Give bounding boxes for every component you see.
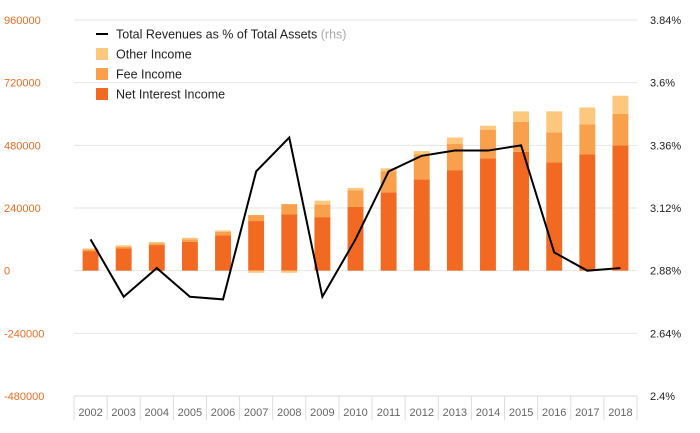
line-series-group xyxy=(89,135,621,301)
bar-other-income xyxy=(281,270,298,273)
bar-net-interest-income xyxy=(181,241,198,271)
bar-fee-income xyxy=(579,124,596,155)
bar-fee-income xyxy=(215,231,231,236)
bar-other-income xyxy=(480,125,496,130)
y-right-tick-label: 2.88% xyxy=(650,266,681,278)
y-left-tick-label: 480000 xyxy=(4,140,41,152)
bar-other-income xyxy=(82,248,99,250)
y-left-tick-label: -240000 xyxy=(4,328,44,340)
bar-other-income xyxy=(215,230,231,232)
x-tick-label: 2006 xyxy=(211,407,235,419)
axes-group: -480000 -240000 0 240000 480000 720000 960000 2… xyxy=(4,15,681,420)
bar-other-income xyxy=(579,107,596,125)
bar-net-interest-income xyxy=(380,192,397,271)
x-tick-label: 2018 xyxy=(608,407,632,419)
x-tick-label: 2017 xyxy=(575,407,599,419)
x-tick-label: 2015 xyxy=(509,407,533,419)
bar-net-interest-income xyxy=(82,251,99,271)
bar-other-income xyxy=(413,151,430,155)
y-right-tick-label: 3.84% xyxy=(650,15,681,27)
x-tick-label: 2016 xyxy=(542,407,566,419)
bar-fee-income xyxy=(546,132,563,163)
bar-net-interest-income xyxy=(314,217,331,271)
x-tick-label: 2009 xyxy=(310,407,334,419)
bar-other-income xyxy=(446,137,463,145)
bar-fee-income xyxy=(148,243,165,246)
bar-net-interest-income xyxy=(148,245,165,271)
x-tick-label: 2013 xyxy=(443,407,467,419)
bar-fee-income xyxy=(82,249,99,252)
bar-net-interest-income xyxy=(248,221,265,271)
y-right-tick-label: 2.4% xyxy=(650,391,675,403)
x-tick-label: 2014 xyxy=(476,407,500,419)
bar-net-interest-income xyxy=(215,235,231,271)
bar-net-interest-income xyxy=(480,158,496,271)
bar-net-interest-income xyxy=(546,162,563,271)
y-right-tick-label: 2.64% xyxy=(650,328,681,340)
bar-fee-income xyxy=(513,121,530,152)
bar-net-interest-income xyxy=(115,248,132,271)
legend: Total Revenues as % of Total Assets (rhs… xyxy=(96,28,346,102)
bar-net-interest-income xyxy=(612,145,629,271)
x-tick-label: 2010 xyxy=(343,407,367,419)
legend-label: Fee Income xyxy=(116,68,182,82)
x-tick-label: 2004 xyxy=(145,407,169,419)
legend-swatch xyxy=(96,88,108,100)
x-tick-label: 2005 xyxy=(178,407,202,419)
x-tick-label: 2012 xyxy=(409,407,433,419)
bar-fee-income xyxy=(181,239,198,242)
legend-swatch xyxy=(96,68,108,80)
bar-net-interest-income xyxy=(446,170,463,271)
bar-fee-income xyxy=(480,129,496,159)
bar-fee-income xyxy=(413,154,430,180)
bar-fee-income xyxy=(380,171,397,193)
y-left-tick-label: 0 xyxy=(4,266,10,278)
bar-fee-income xyxy=(446,144,463,171)
bar-fee-income xyxy=(347,190,364,207)
bar-other-income xyxy=(248,270,265,273)
legend-label: Total Revenues as % of Total Assets (rhs… xyxy=(116,28,346,42)
bar-fee-income xyxy=(612,114,629,146)
x-tick-label: 2002 xyxy=(78,407,102,419)
y-left-tick-label: 960000 xyxy=(4,15,41,27)
bars-group xyxy=(82,95,629,273)
bar-other-income xyxy=(181,237,198,240)
bar-other-income xyxy=(380,168,397,172)
y-left-tick-label: 240000 xyxy=(4,203,41,215)
x-tick-label: 2003 xyxy=(111,407,135,419)
bar-other-income xyxy=(546,111,563,133)
y-left-tick-label: -480000 xyxy=(4,391,44,403)
y-right-tick-label: 3.12% xyxy=(650,203,681,215)
bar-other-income xyxy=(148,241,165,244)
bar-fee-income xyxy=(314,204,331,218)
bar-other-income xyxy=(513,111,530,122)
bar-net-interest-income xyxy=(513,151,530,271)
bar-other-income xyxy=(612,95,629,114)
bar-other-income xyxy=(347,187,364,191)
x-tick-label: 2008 xyxy=(277,407,301,419)
bar-net-interest-income xyxy=(579,154,596,271)
bar-fee-income xyxy=(281,204,298,215)
legend-label: Other Income xyxy=(116,48,192,62)
legend-label: Net Interest Income xyxy=(116,88,225,102)
bar-fee-income xyxy=(248,215,265,222)
bar-other-income xyxy=(314,200,331,205)
line-total-revenues-pct xyxy=(89,135,621,301)
bar-fee-income xyxy=(115,246,132,249)
y-right-tick-label: 3.6% xyxy=(650,78,675,90)
bar-other-income xyxy=(115,245,132,247)
legend-swatch xyxy=(96,48,108,60)
x-tick-label: 2007 xyxy=(244,407,268,419)
bar-net-interest-income xyxy=(413,179,430,271)
x-tick-label: 2011 xyxy=(377,407,401,419)
bar-net-interest-income xyxy=(281,214,298,271)
y-left-tick-label: 720000 xyxy=(4,78,41,90)
y-right-tick-label: 3.36% xyxy=(650,140,681,152)
